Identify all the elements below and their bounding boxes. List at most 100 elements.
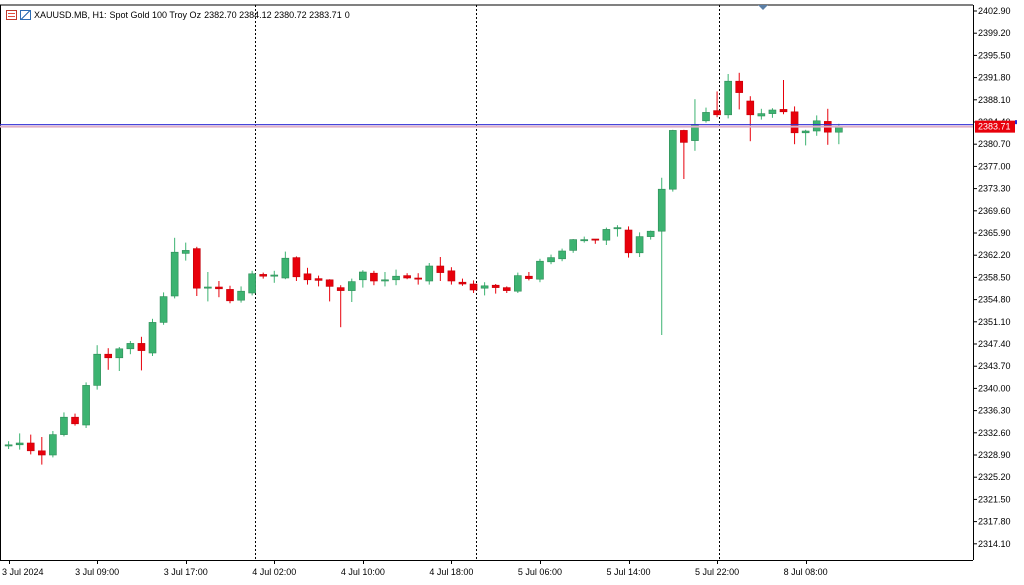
y-tick-label: 2332.60 <box>978 428 1011 438</box>
candle[interactable] <box>314 275 323 287</box>
candle[interactable] <box>370 270 378 286</box>
candle[interactable] <box>226 285 234 304</box>
candle[interactable] <box>49 431 57 458</box>
candle[interactable] <box>635 232 644 257</box>
candle[interactable] <box>137 336 146 371</box>
candle[interactable] <box>270 270 279 283</box>
candle[interactable] <box>303 267 312 285</box>
candle[interactable] <box>768 108 777 118</box>
candle[interactable] <box>525 272 533 281</box>
candle[interactable] <box>414 273 422 285</box>
candle-body <box>724 80 732 116</box>
candle[interactable] <box>491 284 500 294</box>
candle[interactable] <box>469 280 478 293</box>
candle-body <box>624 229 633 254</box>
candle[interactable] <box>170 237 179 299</box>
candle[interactable] <box>15 433 24 450</box>
candle-body <box>547 257 555 263</box>
candle[interactable] <box>569 239 577 253</box>
y-tick-label: 2362.20 <box>978 250 1011 260</box>
candle[interactable] <box>480 282 489 296</box>
candle-body <box>458 281 467 285</box>
candle[interactable] <box>724 74 732 119</box>
one-click-trading-icon[interactable] <box>20 10 31 20</box>
candle-body <box>381 279 389 282</box>
candle[interactable] <box>702 107 710 123</box>
candle[interactable] <box>82 382 90 428</box>
candle[interactable] <box>281 251 290 280</box>
candle[interactable] <box>558 248 566 262</box>
candle[interactable] <box>713 91 721 118</box>
y-tick-label: 2354.80 <box>978 295 1011 305</box>
candle[interactable] <box>381 272 389 287</box>
candle-body <box>801 130 810 134</box>
candle[interactable] <box>547 254 555 265</box>
candle[interactable] <box>591 238 600 244</box>
candle[interactable] <box>514 272 522 293</box>
candle[interactable] <box>192 246 201 296</box>
candle[interactable] <box>259 272 268 279</box>
volume-value: 0 <box>344 10 350 20</box>
candle[interactable] <box>325 279 334 302</box>
candle[interactable] <box>757 108 766 120</box>
chart-shift-marker[interactable] <box>758 5 768 10</box>
candle[interactable] <box>392 269 400 286</box>
candle[interactable] <box>359 270 367 288</box>
candle-body <box>613 227 622 230</box>
candle[interactable] <box>790 106 799 145</box>
symbol-label: XAUUSD.MB, H1: <box>34 10 107 20</box>
candle[interactable] <box>248 270 256 296</box>
candle[interactable] <box>779 80 788 115</box>
candle[interactable] <box>447 267 456 285</box>
candle[interactable] <box>38 437 46 465</box>
y-tick-label: 2373.30 <box>978 184 1011 194</box>
candle[interactable] <box>93 345 101 390</box>
candle[interactable] <box>646 230 655 240</box>
candle[interactable] <box>336 285 345 328</box>
candle[interactable] <box>181 242 190 261</box>
candle[interactable] <box>812 115 821 136</box>
candle[interactable] <box>746 96 755 142</box>
candle[interactable] <box>26 434 35 455</box>
candle-body <box>93 353 101 386</box>
candle[interactable] <box>60 412 68 437</box>
candle[interactable] <box>735 72 744 110</box>
candle[interactable] <box>126 341 135 355</box>
candle-body <box>713 110 721 116</box>
candle[interactable] <box>680 129 688 179</box>
y-tick-label: 2321.50 <box>978 494 1011 504</box>
candle[interactable] <box>801 129 810 146</box>
candle[interactable] <box>425 263 434 285</box>
symbol-description: Spot Gold 100 Troy Oz <box>109 10 202 20</box>
candle[interactable] <box>502 286 511 293</box>
candle[interactable] <box>613 225 622 237</box>
candle[interactable] <box>657 177 666 335</box>
candle-body <box>480 285 489 289</box>
candle[interactable] <box>347 278 356 302</box>
candle[interactable] <box>204 272 212 302</box>
candle[interactable] <box>602 227 611 245</box>
candle[interactable] <box>436 257 445 281</box>
candle[interactable] <box>115 347 124 371</box>
candle[interactable] <box>71 413 79 426</box>
candle[interactable] <box>668 129 677 192</box>
candle[interactable] <box>215 281 223 298</box>
candle[interactable] <box>536 258 544 283</box>
y-tick-label: 2347.40 <box>978 339 1011 349</box>
candle[interactable] <box>458 278 467 286</box>
candle[interactable] <box>148 318 157 356</box>
candle-body <box>314 278 323 281</box>
x-tick-label: 5 Jul 22:00 <box>695 567 739 577</box>
chart-properties-icon[interactable] <box>6 10 17 20</box>
candle[interactable] <box>580 236 589 243</box>
candle[interactable] <box>237 286 245 303</box>
candle[interactable] <box>104 348 113 370</box>
candle[interactable] <box>403 273 411 280</box>
candle[interactable] <box>159 292 168 325</box>
candle-body <box>646 230 655 237</box>
candle[interactable] <box>4 441 13 449</box>
candle[interactable] <box>292 256 301 281</box>
candle[interactable] <box>624 226 633 258</box>
